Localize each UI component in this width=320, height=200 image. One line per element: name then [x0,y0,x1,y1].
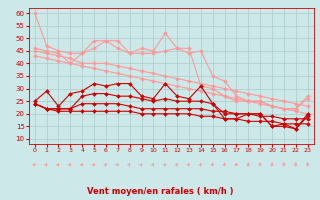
Text: Vent moyen/en rafales ( km/h ): Vent moyen/en rafales ( km/h ) [87,187,233,196]
